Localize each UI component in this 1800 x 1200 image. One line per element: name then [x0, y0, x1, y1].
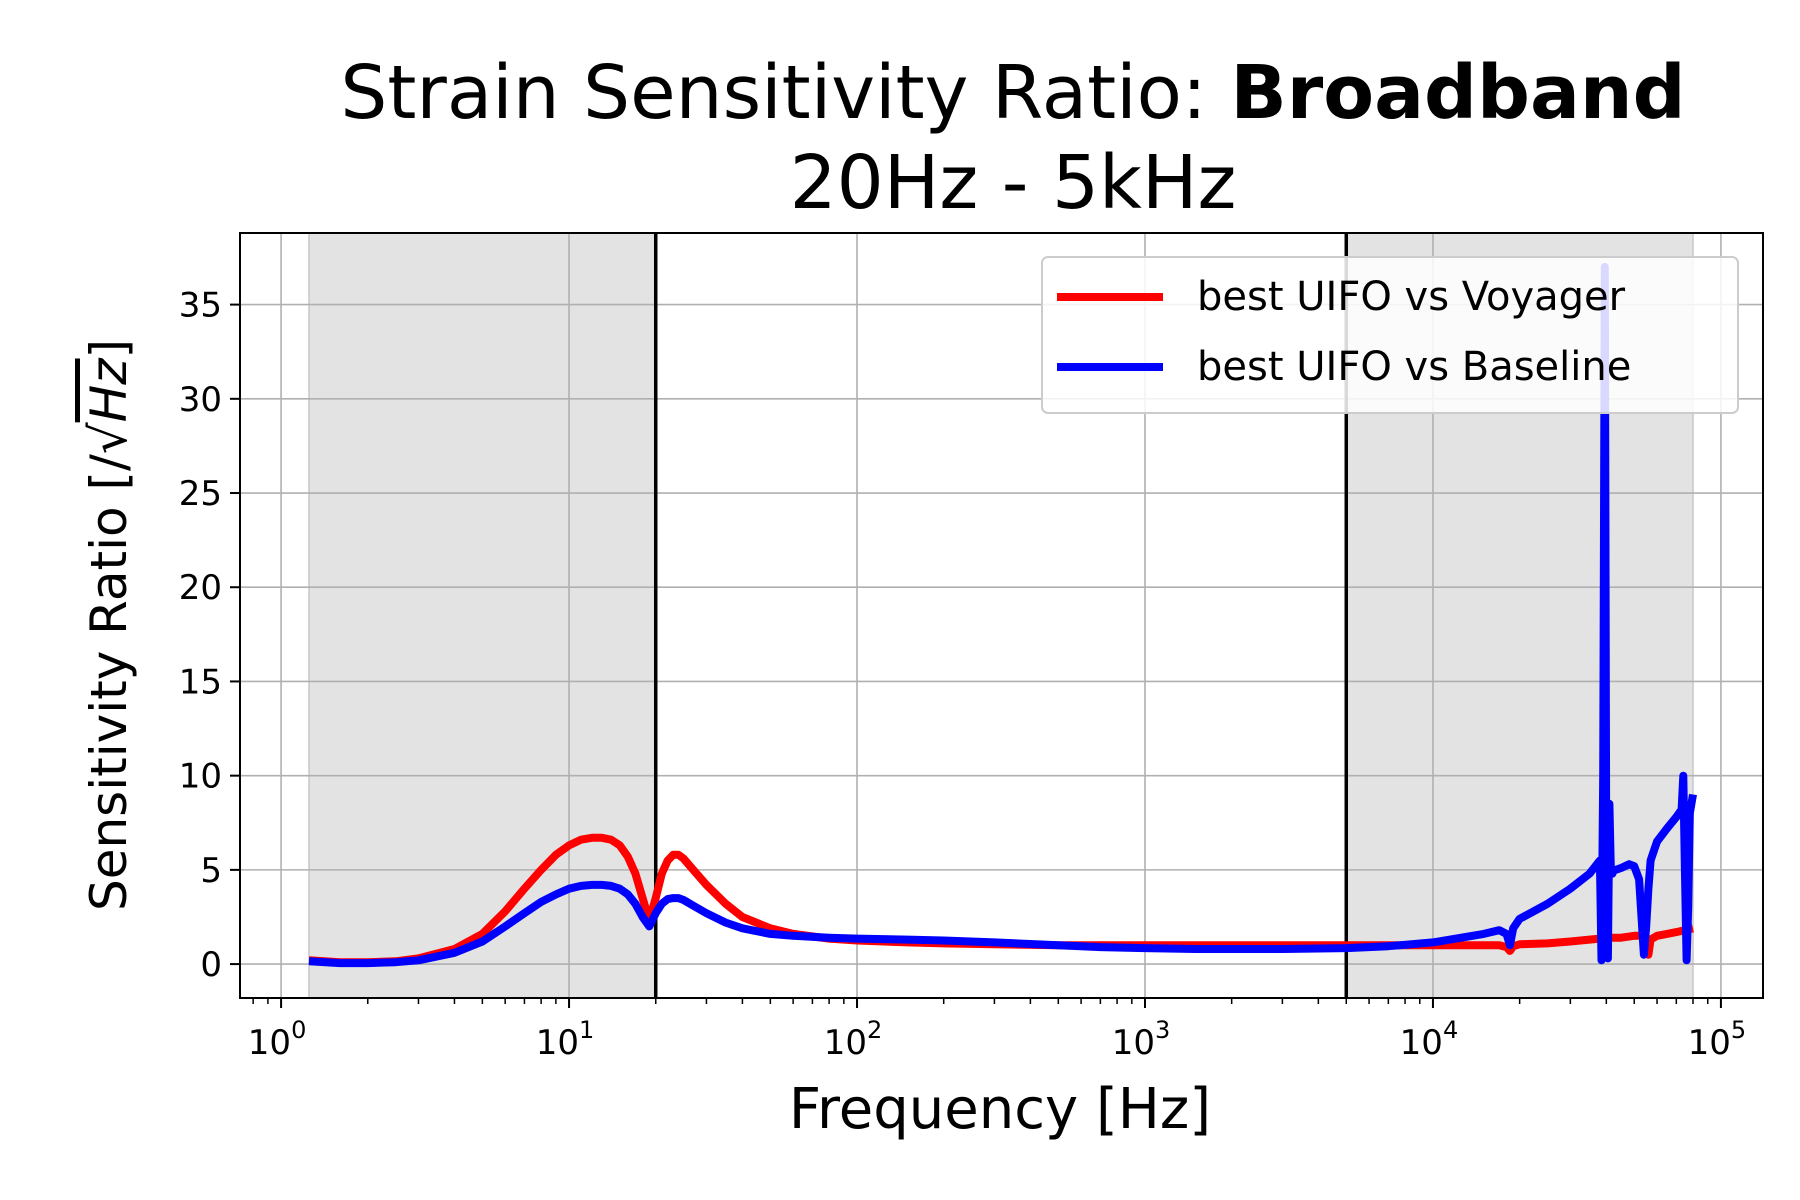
x-tick-label-base: 10 [248, 1023, 291, 1063]
x-tick-label-base: 10 [824, 1023, 867, 1063]
chart-subtitle: 20Hz - 5kHz [790, 140, 1237, 226]
y-axis-label-text: Sensitivity Ratio [/ [80, 454, 138, 911]
y-tick-label-4: 20 [179, 568, 222, 608]
legend-box [1041, 256, 1739, 414]
legend: best UIFO vs Voyager best UIFO vs Baselin… [1041, 256, 1739, 414]
x-tick-label-exponent: 4 [1443, 1016, 1458, 1044]
x-tick-label-0: 100 [248, 1016, 307, 1063]
y-tick-label-2: 10 [179, 757, 222, 797]
x-tick-label-exponent: 0 [291, 1016, 306, 1044]
x-tick-label-2: 102 [824, 1016, 883, 1063]
chart-title-group: Strain Sensitivity Ratio: Broadband 20Hz… [340, 50, 1685, 226]
x-tick-label-base: 10 [1688, 1023, 1731, 1063]
y-tick-label-1: 5 [200, 851, 222, 891]
x-tick-label-base: 10 [536, 1023, 579, 1063]
chart-title-bold: Broadband [1230, 50, 1685, 136]
y-axis-label: Sensitivity Ratio [/√Hz] [80, 339, 138, 911]
legend-label-0: best UIFO vs Voyager [1197, 274, 1626, 320]
x-tick-label-3: 103 [1112, 1016, 1171, 1063]
sqrt-symbol: √ [80, 422, 138, 454]
x-tick-label-1: 101 [536, 1016, 595, 1063]
x-tick-label-base: 10 [1400, 1023, 1443, 1063]
y-tick-label-3: 15 [179, 662, 222, 702]
legend-label-1: best UIFO vs Baseline [1197, 344, 1631, 390]
x-tick-label-exponent: 3 [1155, 1016, 1170, 1044]
x-tick-label-4: 104 [1400, 1016, 1459, 1063]
x-tick-label-exponent: 5 [1731, 1016, 1746, 1044]
plot-frame [239, 232, 1764, 999]
series-line-1 [308, 262, 1697, 968]
y-tick-label-5: 25 [179, 474, 222, 514]
x-tick-label-exponent: 1 [579, 1016, 594, 1044]
y-axis-label-close: ] [80, 339, 138, 359]
y-tick-label-6: 30 [179, 380, 222, 420]
y-axis-label-unit: Hz [80, 357, 138, 423]
y-axis-label-group: Sensitivity Ratio [/√Hz] [80, 339, 138, 911]
y-tick-label-7: 35 [179, 286, 222, 326]
x-tick-label-base: 10 [1112, 1023, 1155, 1063]
chart-title-prefix: Strain Sensitivity Ratio: [340, 50, 1230, 136]
x-tick-label-5: 105 [1688, 1016, 1747, 1063]
y-tick-label-0: 0 [200, 945, 222, 985]
x-axis-label: Frequency [Hz] [789, 1077, 1211, 1142]
chart-title: Strain Sensitivity Ratio: Broadband [340, 50, 1685, 136]
x-tick-label-exponent: 2 [867, 1016, 882, 1044]
